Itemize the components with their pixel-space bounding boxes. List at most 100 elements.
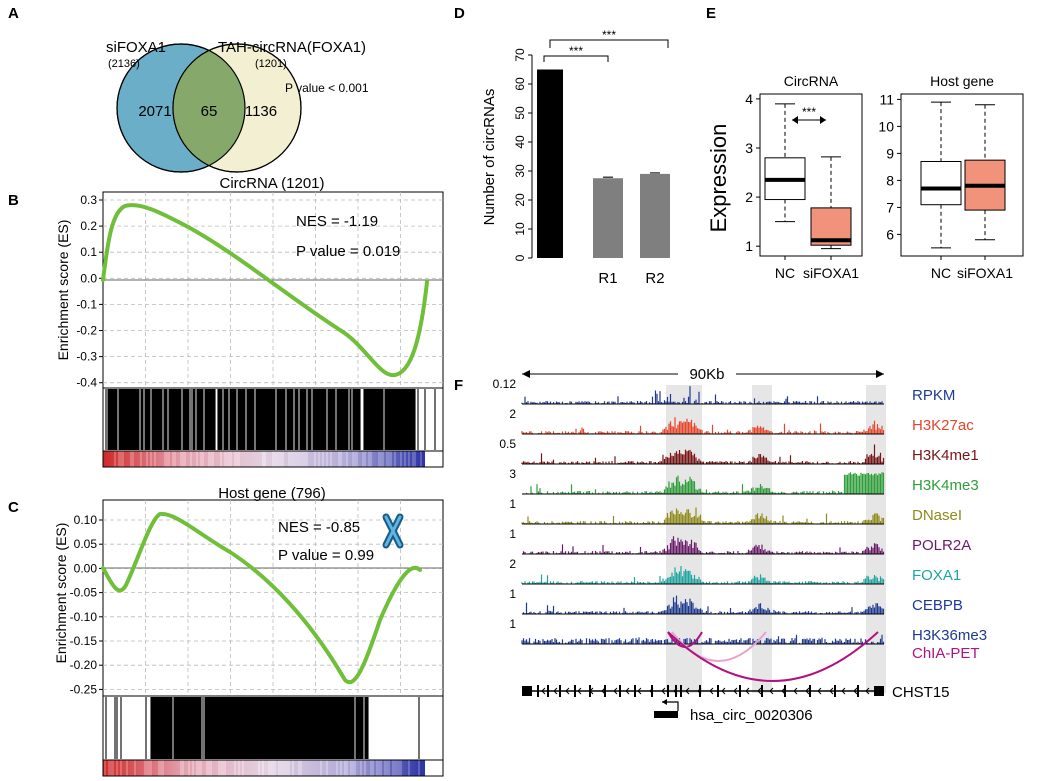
gsea-ytick-label: -0.2 xyxy=(76,324,97,338)
bar-2 xyxy=(640,173,670,258)
track-signal-7 xyxy=(521,595,885,614)
bar-ytick-label: 30 xyxy=(513,164,527,178)
venn-right-label: TAH-circRNA(FOXA1) xyxy=(218,39,366,56)
panel-label-f: F xyxy=(454,377,463,394)
gsea-ytick-label: 0.10 xyxy=(74,513,98,527)
gene-strand-arrow xyxy=(709,687,714,695)
gsea-ytick-label: -0.05 xyxy=(70,586,98,600)
gene-strand-arrow xyxy=(637,687,642,695)
venn-right-count: (1201) xyxy=(255,58,287,70)
gene-strand-arrow xyxy=(685,687,690,695)
track-name-7: CEBPB xyxy=(912,597,963,614)
bar-xlabel: R2 xyxy=(645,270,664,287)
track-signal-2 xyxy=(521,444,885,464)
gene-strand-arrow xyxy=(841,687,846,695)
circrna-block xyxy=(654,711,678,718)
gene-strand-arrow xyxy=(649,687,654,695)
sig-label-2: *** xyxy=(602,28,616,42)
gsea-ytick-label: -0.15 xyxy=(70,634,98,648)
panel-label-c: C xyxy=(8,499,19,516)
box-title: CircRNA xyxy=(784,73,839,89)
track-max-3: 3 xyxy=(509,467,516,481)
track-max-7: 1 xyxy=(509,587,516,601)
gsea-b-pvalue: P value = 0.019 xyxy=(296,243,400,260)
gene-strand-arrow xyxy=(661,687,666,695)
bar-chart-d: Number of circRNAs 0 10 20 30 40 50 60 70 R1 R2 ***… xyxy=(481,28,670,287)
gsea-b-plot: 0.3 0.2 0.1 0.0 -0.1 -0.2 -0.3 -0.4 xyxy=(76,191,444,468)
gene-name: CHST15 xyxy=(892,684,950,701)
box-xlabel: siFOXA1 xyxy=(957,265,1013,281)
boxplot-hostgene: Host gene 6 7 8 9 10 11 NC siFOXA1 xyxy=(878,73,1024,281)
gsea-strip-frame xyxy=(102,450,444,468)
track-max-6: 2 xyxy=(509,557,516,571)
gsea-c-plot: 0.10 0.05 0.00 -0.05 -0.10 -0.15 -0.20 -0.25 xyxy=(70,499,444,777)
circrna-arrow xyxy=(662,701,679,711)
gene-strand-arrow xyxy=(625,687,630,695)
gene-strand-arrow xyxy=(601,687,606,695)
bar-ytick-label: 20 xyxy=(513,193,527,207)
track-max-8: 1 xyxy=(509,617,516,631)
venn-pvalue: P value < 0.001 xyxy=(285,81,369,95)
cross-mark-icon xyxy=(382,513,404,549)
sig-bracket-2 xyxy=(549,39,669,48)
gsea-es-curve xyxy=(101,511,422,684)
track-signal-5 xyxy=(521,536,885,554)
gsea-rank-strip xyxy=(103,760,425,776)
box-ytick-label: 1 xyxy=(745,238,753,254)
track-name-3: H3K4me3 xyxy=(912,477,979,494)
bar-ytick-label: 60 xyxy=(513,77,527,91)
track-name-2: H3K4me1 xyxy=(912,447,979,464)
gsea-ytick-label: 0.2 xyxy=(80,219,97,233)
chiapet-arc xyxy=(667,631,879,682)
gsea-ytick-label: 0.3 xyxy=(80,193,97,207)
gene-strand-arrow xyxy=(769,687,774,695)
track-name-0: RPKM xyxy=(912,387,955,404)
bar-ytick-label: 40 xyxy=(513,135,527,149)
gene-strand-arrow xyxy=(757,687,762,695)
gene-strand-arrow xyxy=(697,687,702,695)
gsea-c-title: Host gene (796) xyxy=(218,485,326,502)
gsea-rank-strip xyxy=(103,451,425,467)
box-ytick-label: 4 xyxy=(745,91,753,107)
sig-label-1: *** xyxy=(569,44,583,58)
gsea-ytick-label: -0.1 xyxy=(76,297,97,311)
bar-ytick-label: 50 xyxy=(513,106,527,120)
circrna-name: hsa_circ_0020306 xyxy=(690,707,813,724)
venn-overlap-count: 65 xyxy=(201,103,218,120)
box-xlabel: NC xyxy=(931,265,951,281)
venn-overlap xyxy=(173,50,245,166)
sig-bracket-1 xyxy=(543,55,609,62)
gsea-b-ylabel: Enrichment score (ES) xyxy=(55,220,71,361)
panel-label-a: A xyxy=(8,5,19,22)
venn-right-only: 1136 xyxy=(245,103,277,120)
track-name-8: H3K36me3 xyxy=(912,627,987,644)
box-ytick-label: 8 xyxy=(886,172,894,188)
box-ytick-label: 11 xyxy=(879,91,894,107)
gene-exon xyxy=(522,686,532,696)
gene-strand-arrow xyxy=(805,687,810,695)
bar-ytick-label: 10 xyxy=(513,222,527,236)
box-xlabel: siFOXA1 xyxy=(803,265,859,281)
track-signal-1 xyxy=(521,417,885,434)
gene-strand-arrow xyxy=(613,687,618,695)
box-frame xyxy=(759,93,863,257)
gene-strand-arrow xyxy=(577,687,582,695)
gsea-b-title: CircRNA (1201) xyxy=(219,175,324,192)
gene-strand-arrow xyxy=(793,687,798,695)
track-signal-3 xyxy=(522,472,885,494)
gene-strand-arrow xyxy=(781,687,786,695)
box-ytick-label: 3 xyxy=(745,140,753,156)
track-signal-8 xyxy=(521,634,885,644)
panel-label-d: D xyxy=(454,5,465,22)
gene-strand-arrow xyxy=(865,687,870,695)
gsea-ytick-label: -0.20 xyxy=(70,658,98,672)
venn-diagram: siFOXA1 (2136) TAH-circRNA(FOXA1) (1201)… xyxy=(106,39,369,173)
gsea-ytick-label: 0.0 xyxy=(80,271,97,285)
gene-exon xyxy=(874,686,884,696)
gsea-b-nes: NES = -1.19 xyxy=(296,213,378,230)
gene-strand-arrow xyxy=(745,687,750,695)
track-signal-6 xyxy=(521,566,885,584)
gene-strand-arrow xyxy=(853,687,858,695)
bar-1 xyxy=(593,178,623,258)
